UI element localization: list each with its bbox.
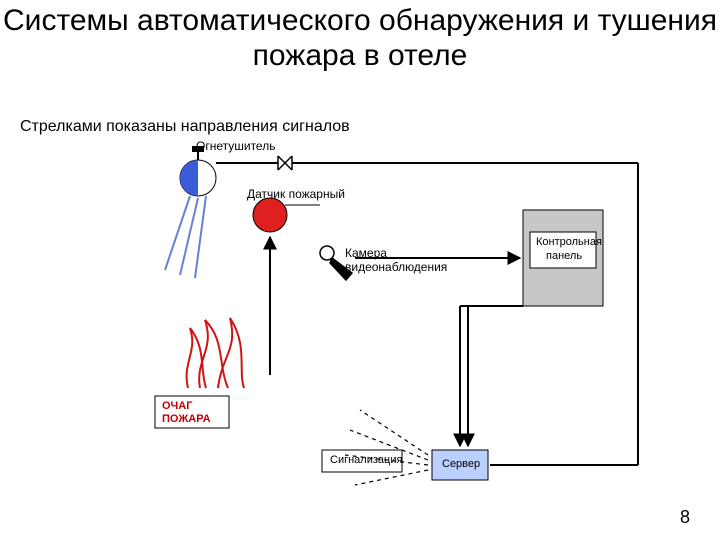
alarm-rays xyxy=(345,410,428,485)
server-label: Сервер xyxy=(442,458,480,470)
camera-label-1: Камера xyxy=(345,247,387,260)
detector-label: Датчик пожарный xyxy=(247,188,345,201)
fire-label-2: ПОЖАРА xyxy=(162,413,211,425)
panel-to-server xyxy=(460,306,523,446)
page-number: 8 xyxy=(680,507,690,528)
slide: Системы автоматического обнаружения и ту… xyxy=(0,0,720,540)
spray-icon xyxy=(165,196,206,278)
detector-icon xyxy=(253,198,287,232)
fire-label-1: ОЧАГ xyxy=(162,400,192,412)
flames-icon xyxy=(187,318,244,388)
camera-label-2: видеонаблюдения xyxy=(345,261,447,274)
panel-label-1: Контрольная xyxy=(536,236,602,248)
panel-label-2: панель xyxy=(546,250,582,262)
extinguisher-icon xyxy=(180,146,216,196)
extinguisher-label: Огнетушитель xyxy=(196,140,275,153)
alarm-label: Сигнализация xyxy=(330,454,402,466)
